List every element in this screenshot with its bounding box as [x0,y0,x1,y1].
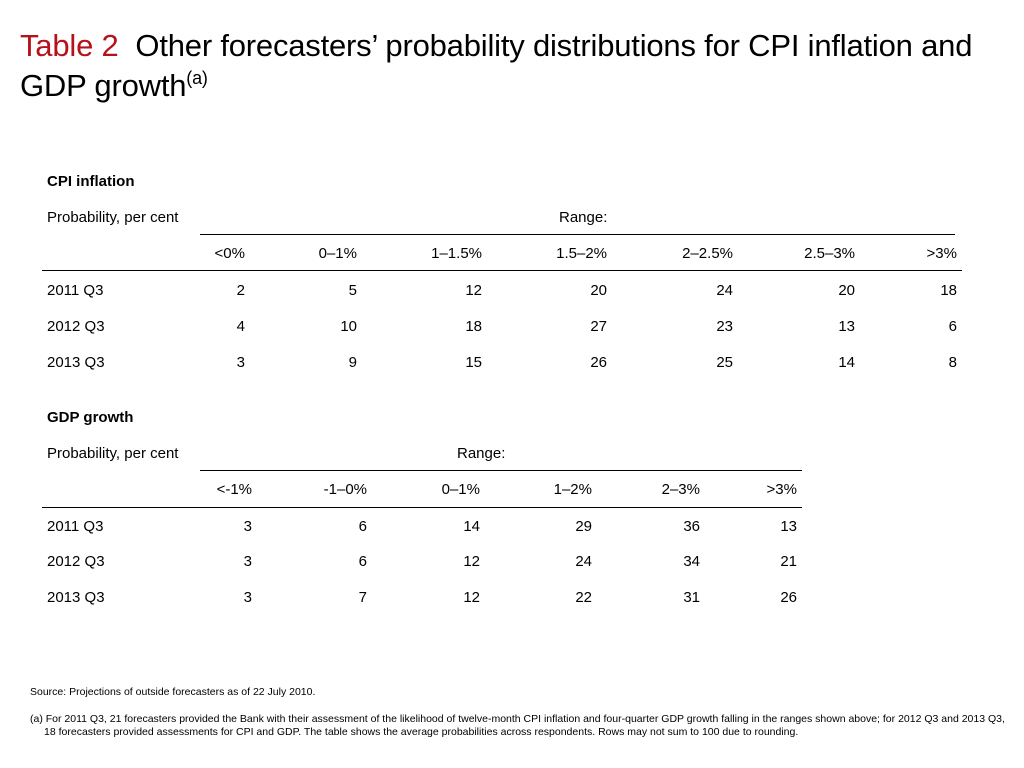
table-cell: 6 [358,518,367,535]
column-header: 1–2% [553,481,592,498]
gdp-range-label: Range: [457,445,506,462]
row-label: 2012 Q3 [47,318,105,335]
column-header: <0% [214,245,245,262]
cpi-section-heading: CPI inflation [47,173,135,190]
table-cell: 13 [780,518,797,535]
column-header: -1–0% [323,481,367,498]
table-cell: 10 [340,318,357,335]
table-cell: 21 [780,553,797,570]
table-cell: 36 [683,518,700,535]
table-cell: 31 [683,589,700,606]
table-cell: 29 [575,518,592,535]
gdp-header-rule [42,507,802,508]
table-row: 2012 Q3 4 10 18 27 23 13 6 [47,318,962,338]
table-cell: 18 [940,282,957,299]
table-cell: 14 [463,518,480,535]
column-header: 1–1.5% [431,245,482,262]
title-footnote-marker: (a) [186,68,208,88]
table-cell: 22 [575,589,592,606]
column-header: >3% [766,481,797,498]
table-cell: 8 [948,354,957,371]
column-header: 2–3% [661,481,700,498]
table-cell: 12 [463,553,480,570]
table-cell: 26 [780,589,797,606]
slide-title: Table 2 Other forecasters’ probability d… [20,26,1000,106]
table-cell: 25 [716,354,733,371]
source-note: Source: Projections of outside forecaste… [30,686,316,698]
row-label: 2013 Q3 [47,354,105,371]
table-cell: 3 [243,518,252,535]
column-header: 0–1% [318,245,357,262]
table-cell: 20 [838,282,855,299]
table-number: Table 2 [20,28,119,63]
table-row: 2011 Q3 2 5 12 20 24 20 18 [47,282,962,302]
column-header: <-1% [216,481,252,498]
table-cell: 24 [716,282,733,299]
table-cell: 26 [590,354,607,371]
column-header: 1.5–2% [556,245,607,262]
row-label: 2012 Q3 [47,553,105,570]
table-row: 2011 Q3 3 6 14 29 36 13 [47,518,802,538]
table-cell: 12 [463,589,480,606]
cpi-column-header-row: <0% 0–1% 1–1.5% 1.5–2% 2–2.5% 2.5–3% >3% [47,245,962,265]
table-cell: 24 [575,553,592,570]
column-header: >3% [926,245,957,262]
table-row: 2013 Q3 3 9 15 26 25 14 8 [47,354,962,374]
table-row: 2012 Q3 3 6 12 24 34 21 [47,553,802,573]
row-label: 2011 Q3 [47,282,104,299]
footnote-a: (a) For 2011 Q3, 21 forecasters provided… [30,713,1005,738]
table-cell: 15 [465,354,482,371]
table-cell: 6 [358,553,367,570]
table-cell: 9 [348,354,357,371]
row-label: 2011 Q3 [47,518,104,535]
table-cell: 4 [236,318,245,335]
table-cell: 2 [236,282,245,299]
gdp-range-rule [200,470,802,471]
table-cell: 14 [838,354,855,371]
table-cell: 20 [590,282,607,299]
table-cell: 34 [683,553,700,570]
table-cell: 6 [948,318,957,335]
table-cell: 3 [243,589,252,606]
table-cell: 5 [348,282,357,299]
cpi-range-rule [200,234,955,235]
column-header: 2–2.5% [682,245,733,262]
table-cell: 13 [838,318,855,335]
gdp-probability-label: Probability, per cent [47,445,179,462]
table-cell: 12 [465,282,482,299]
cpi-header-rule [42,270,962,271]
table-cell: 18 [465,318,482,335]
table-cell: 7 [358,589,367,606]
gdp-section-heading: GDP growth [47,409,134,426]
column-header: 2.5–3% [804,245,855,262]
cpi-probability-label: Probability, per cent [47,209,179,226]
row-label: 2013 Q3 [47,589,105,606]
table-cell: 3 [243,553,252,570]
column-header: 0–1% [441,481,480,498]
table-cell: 23 [716,318,733,335]
table-cell: 3 [236,354,245,371]
cpi-range-label: Range: [559,209,608,226]
table-row: 2013 Q3 3 7 12 22 31 26 [47,589,802,609]
table-title: Other forecasters’ probability distribut… [20,28,973,103]
table-cell: 27 [590,318,607,335]
gdp-column-header-row: <-1% -1–0% 0–1% 1–2% 2–3% >3% [47,481,802,501]
